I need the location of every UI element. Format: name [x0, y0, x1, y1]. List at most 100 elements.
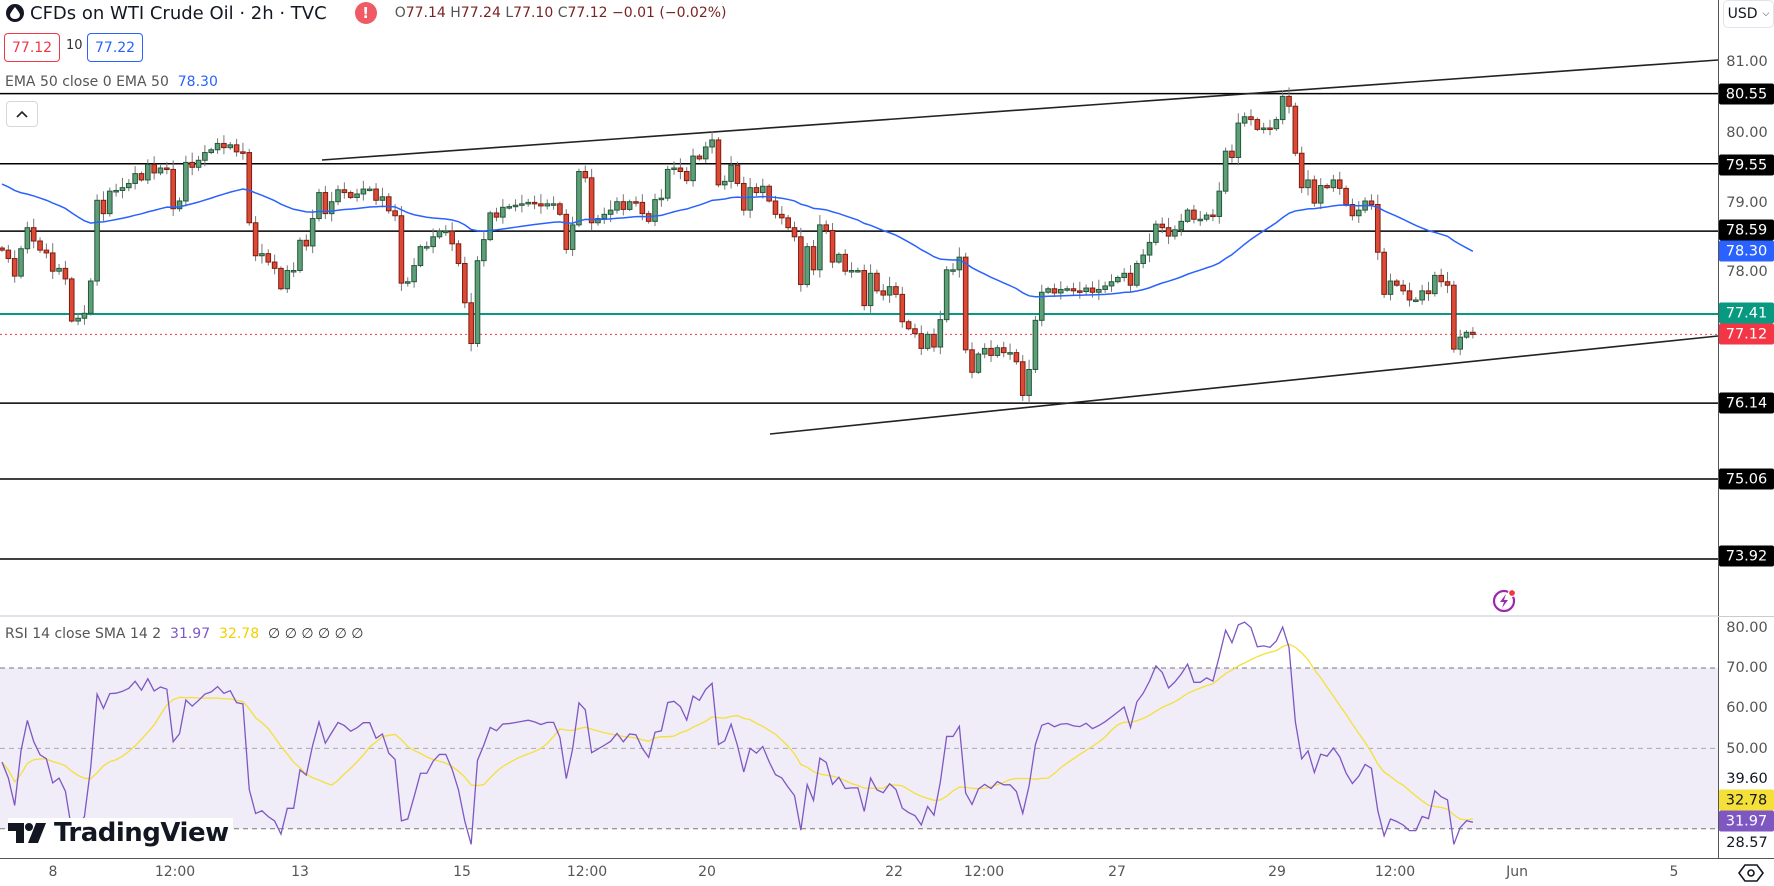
price-tick: 81.00 — [1726, 54, 1768, 70]
time-tick: 5 — [1669, 864, 1679, 880]
candle-down — [455, 243, 462, 264]
candle-up — [671, 167, 677, 171]
candle-down — [582, 171, 589, 179]
candle-down — [633, 201, 639, 204]
open-value: 77.14 — [405, 5, 446, 21]
candle-up — [664, 168, 671, 199]
rsi-tag: 31.97 — [1719, 810, 1774, 832]
warning-icon[interactable]: ! — [354, 2, 377, 24]
candle-up — [867, 272, 874, 307]
candle-up — [1330, 179, 1337, 189]
candles — [0, 87, 1476, 404]
candle-down — [931, 333, 937, 348]
candle-up — [544, 203, 551, 207]
candle-down — [151, 163, 157, 174]
candle-down — [221, 142, 227, 149]
candle-up — [259, 253, 265, 257]
candle-down — [1292, 105, 1299, 154]
candle-up — [747, 187, 753, 211]
candle-down — [1191, 209, 1197, 220]
candle-up — [1096, 288, 1102, 293]
candle-down — [189, 161, 195, 168]
candle-down — [1336, 179, 1343, 189]
candle-down — [734, 164, 741, 184]
level-tag: 79.55 — [1719, 154, 1774, 176]
candle-up — [550, 203, 557, 206]
candle-down — [1267, 127, 1273, 130]
candle-down — [677, 167, 684, 173]
candle-up — [1419, 290, 1425, 301]
candle-down — [829, 229, 836, 263]
price-chart[interactable] — [0, 0, 1718, 858]
candle-up — [1463, 331, 1470, 338]
candle-up — [113, 189, 119, 193]
candle-down — [696, 155, 703, 160]
candle-up — [366, 188, 373, 192]
candle-down — [538, 203, 544, 207]
candle-down — [842, 253, 849, 272]
candle-down — [962, 256, 969, 351]
candle-down — [5, 249, 12, 260]
buy-button[interactable]: 77.22 — [87, 33, 144, 62]
candle-up — [443, 230, 449, 234]
lightning-alert-icon[interactable] — [1490, 585, 1520, 619]
candle-down — [1425, 290, 1432, 295]
candle-up — [1045, 288, 1051, 293]
candle-up — [1184, 209, 1191, 222]
candle-up — [1083, 287, 1089, 293]
candle-up — [817, 224, 823, 271]
time-tick: 8 — [48, 864, 58, 880]
candle-up — [506, 206, 512, 209]
close-label: C — [557, 5, 568, 21]
currency-dropdown[interactable]: USD ⌵ — [1723, 0, 1774, 28]
candle-down — [252, 222, 259, 257]
change-value: −0.01 (−0.02%) — [612, 5, 727, 21]
rsi-tick: 80.00 — [1726, 620, 1768, 636]
tradingview-logo[interactable]: TradingView — [8, 818, 233, 848]
candle-up — [94, 199, 100, 282]
candle-up — [937, 319, 944, 348]
collapse-legend-button[interactable] — [6, 101, 38, 127]
candle-up — [1432, 274, 1438, 295]
open-label: O — [394, 5, 406, 21]
candle-down — [1089, 287, 1096, 293]
price-tick: 78.00 — [1726, 264, 1768, 280]
candle-down — [341, 189, 348, 194]
sell-button[interactable]: 77.12 — [4, 33, 61, 62]
candle-down — [969, 349, 975, 373]
candle-up — [994, 347, 1001, 356]
candle-down — [1343, 187, 1349, 206]
ema-value: 78.30 — [177, 74, 218, 90]
rsi-value: 31.97 — [170, 626, 211, 642]
candle-down — [557, 203, 563, 215]
rsi-high-tag: 39.60 — [1726, 771, 1768, 787]
ema-legend[interactable]: EMA 50 close 0 EMA 50 78.30 — [5, 74, 218, 90]
candle-up — [297, 239, 303, 271]
candle-down — [1254, 119, 1261, 130]
time-tick: 12:00 — [566, 864, 608, 880]
candle-down — [588, 177, 595, 224]
settings-gear-icon[interactable] — [1738, 864, 1764, 886]
upper-trendline — [321, 59, 1718, 161]
rsi-tick: 50.00 — [1726, 741, 1768, 757]
candle-up — [87, 280, 94, 314]
candle-down — [899, 293, 906, 323]
symbol-title[interactable]: CFDs on WTI Crude Oil · 2h · TVC — [30, 2, 327, 24]
candle-down — [874, 272, 880, 292]
candle-up — [804, 246, 810, 286]
candle-down — [303, 239, 310, 247]
oil-drop-icon — [6, 4, 24, 22]
candle-up — [576, 171, 582, 226]
candle-down — [322, 192, 329, 215]
rsi-tick: 60.00 — [1726, 700, 1768, 716]
rsi-legend[interactable]: RSI 14 close SMA 14 2 31.97 32.78 ∅ ∅ ∅ … — [5, 626, 363, 642]
candle-up — [652, 199, 658, 222]
candle-up — [1007, 352, 1013, 355]
candle-down — [240, 151, 246, 154]
rsi-low-tag: 28.57 — [1726, 835, 1768, 851]
candle-down — [347, 192, 354, 198]
candle-up — [1134, 262, 1140, 286]
candle-down — [645, 213, 652, 222]
close-value: 77.12 — [567, 5, 608, 21]
candle-up — [284, 269, 291, 290]
